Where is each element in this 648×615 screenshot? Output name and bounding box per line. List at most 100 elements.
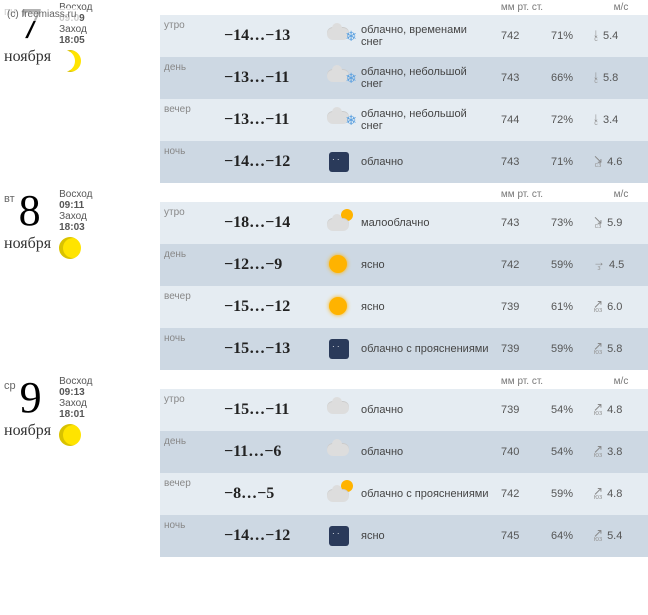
pressure-value: 743 [491,72,551,84]
pressure-value: 739 [491,343,551,355]
sunset-time: 18:01 [59,409,85,420]
day-block: пн 7 ноября Восход 09:09 Заход 18:05 мм … [0,0,648,183]
day-left-column: вт 8 ноября Восход 09:11 Заход 18:03 [0,187,160,370]
moon-icon [59,50,81,72]
period-label: день [164,247,224,260]
pressure-value: 743 [491,217,551,229]
weather-description: облачно с прояснениями [361,488,491,500]
period-temp: −8…−5 [224,485,319,503]
sunrise-label: Восход [59,376,92,387]
period-row: утро −15…−11 облачно 739 54% ↗юз 4.8 [160,389,648,431]
day-left-column: ср 9 ноября Восход 09:13 Заход 18:01 [0,374,160,557]
period-row: ночь −14…−12 ясно 745 64% ↗юз 5.4 [160,515,648,557]
header-wind: м/с [594,189,648,200]
period-row: вечер −15…−12 ясно 739 61% ↗юз 6.0 [160,286,648,328]
weather-icon [319,437,361,467]
month-label: ноября [4,48,51,66]
humidity-value: 59% [551,343,593,355]
period-row: день −11…−6 облачно 740 54% ↗юз 3.8 [160,431,648,473]
weather-icon: ❄ [319,63,361,93]
period-label: вечер [164,476,224,489]
day-of-week: вт [4,189,15,205]
humidity-value: 72% [551,114,593,126]
pressure-value: 739 [491,301,551,313]
wind-value: ↗юз 5.8 [593,342,644,355]
sunset-time: 18:05 [59,35,85,46]
forecast-container: пн 7 ноября Восход 09:09 Заход 18:05 мм … [0,0,648,557]
sunset-label: Заход [59,398,92,409]
sunset-time: 18:03 [59,222,85,233]
period-row: утро −14…−13 ❄ облачно, временами снег 7… [160,15,648,57]
weather-icon [319,208,361,238]
period-temp: −15…−11 [224,401,319,419]
period-label: ночь [164,144,224,157]
header-pressure: мм рт. ст. [492,376,552,387]
header-pressure: мм рт. ст. [492,189,552,200]
weather-icon [319,147,361,177]
month-label: ноября [4,235,51,253]
period-row: ночь −14…−12 облачно 743 71% ↘сз 4.6 [160,141,648,183]
period-row: вечер −8…−5 облачно с прояснениями 742 5… [160,473,648,515]
weather-description: облачно [361,404,491,416]
weather-icon [319,395,361,425]
day-of-week: ср [4,376,16,392]
period-temp: −12…−9 [224,256,319,274]
weather-icon [319,479,361,509]
day-left-column: пн 7 ноября Восход 09:09 Заход 18:05 [0,0,160,183]
header-wind: м/с [594,376,648,387]
weather-description: облачно с прояснениями [361,343,491,355]
period-row: вечер −13…−11 ❄ облачно, небольшой снег … [160,99,648,141]
humidity-value: 54% [551,404,593,416]
wind-value: ↗юз 6.0 [593,300,644,313]
header-wind: м/с [594,2,648,13]
wind-arrow-icon: ↗юз [593,487,603,500]
pressure-value: 742 [491,30,551,42]
wind-arrow-icon: ↓с [593,71,599,84]
wind-arrow-icon: ↗юз [593,529,603,542]
column-headers: мм рт. ст. м/с [160,0,648,15]
weather-description: облачно, временами снег [361,24,491,48]
period-row: утро −18…−14 малооблачно 743 73% ↘сз 5.9 [160,202,648,244]
column-headers: мм рт. ст. м/с [160,187,648,202]
sunset-label: Заход [59,211,92,222]
wind-value: ↗юз 4.8 [593,403,644,416]
header-pressure: мм рт. ст. [492,2,552,13]
weather-description: облачно, небольшой снег [361,66,491,90]
pressure-value: 740 [491,446,551,458]
wind-value: →з 4.5 [593,258,644,271]
period-temp: −11…−6 [224,443,319,461]
period-label: ночь [164,331,224,344]
period-temp: −18…−14 [224,214,319,232]
weather-description: облачно, небольшой снег [361,108,491,132]
wind-value: ↓с 3.4 [593,113,644,126]
period-label: вечер [164,102,224,115]
period-label: вечер [164,289,224,302]
pressure-value: 742 [491,488,551,500]
pressure-value: 742 [491,259,551,271]
wind-value: ↘сз 5.9 [593,216,644,229]
wind-value: ↓с 5.8 [593,71,644,84]
period-temp: −15…−13 [224,340,319,358]
pressure-value: 743 [491,156,551,168]
month-label: ноября [4,422,51,440]
wind-arrow-icon: ↓с [593,113,599,126]
weather-icon: ❄ [319,21,361,51]
sunrise-time: 09:11 [59,200,84,211]
humidity-value: 59% [551,259,593,271]
humidity-value: 61% [551,301,593,313]
day-block: ср 9 ноября Восход 09:13 Заход 18:01 мм … [0,374,648,557]
humidity-value: 64% [551,530,593,542]
period-row: ночь −15…−13 облачно с прояснениями 739 … [160,328,648,370]
wind-arrow-icon: ↗юз [593,342,603,355]
period-label: утро [164,392,224,405]
period-label: день [164,434,224,447]
humidity-value: 71% [551,156,593,168]
period-temp: −13…−11 [224,69,319,87]
humidity-value: 71% [551,30,593,42]
day-block: вт 8 ноября Восход 09:11 Заход 18:03 мм … [0,187,648,370]
pressure-value: 745 [491,530,551,542]
wind-arrow-icon: ↗юз [593,300,603,313]
sunset-label: Заход [59,24,92,35]
period-row: день −13…−11 ❄ облачно, небольшой снег 7… [160,57,648,99]
period-temp: −14…−12 [224,153,319,171]
